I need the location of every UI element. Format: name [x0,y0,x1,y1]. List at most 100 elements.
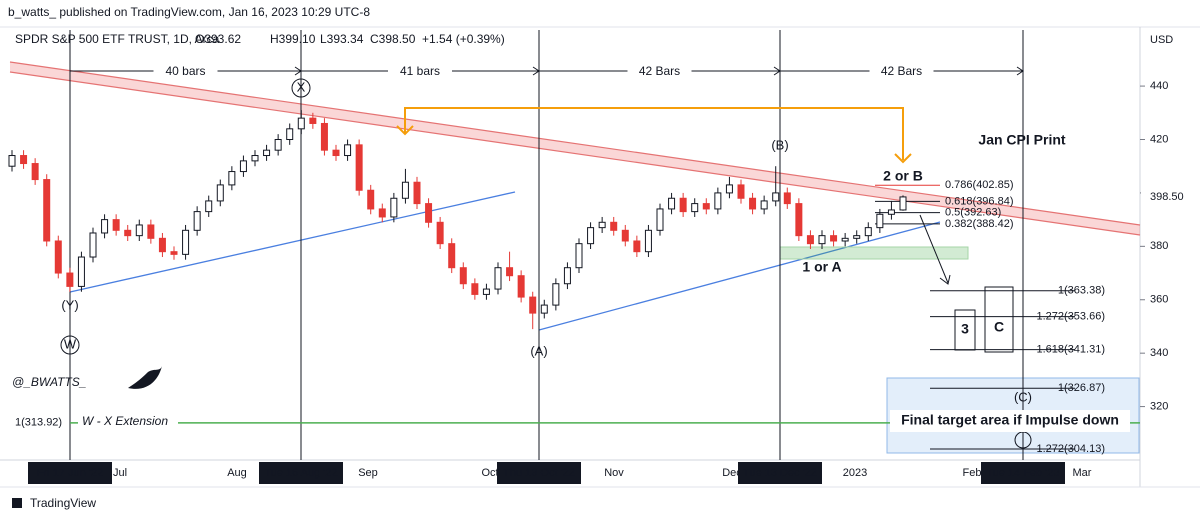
wave-label: 3 [961,321,969,337]
fib-label: 0.382(388.42) [945,218,1014,230]
note: Final target area if Impulse down [901,412,1119,428]
candle-body [841,237,849,242]
candle-body [77,256,85,287]
wave-label: X [297,79,306,94]
candle-body [806,235,814,245]
candle-body [656,208,664,231]
fib-label: 0.786(402.85) [945,179,1014,191]
candle-body [401,181,409,199]
wave-label: (Y) [61,297,78,312]
price-tag [1141,187,1193,206]
candle-body [436,221,444,245]
candle-body [853,235,861,239]
candle-body [772,192,780,202]
x-tick-label: Aug [227,467,247,479]
wave-box [984,286,1014,353]
y-tick-label: 380 [1150,240,1168,252]
candle-body [31,163,39,181]
candle-body [749,197,757,210]
fib-label: 1.272(353.66) [1037,311,1106,323]
y-tick-label: 320 [1150,400,1168,412]
candle-body [332,149,340,157]
candle-body [135,224,143,237]
candle-body [737,184,745,199]
candle-body [598,221,606,229]
y-tick-label: 340 [1150,347,1168,359]
date-marker: Tue 16 Aug '22 [264,467,337,479]
candle-body [20,155,28,165]
x-tick-label: Jul [113,467,127,479]
candle-body [610,221,618,231]
candle-body [66,272,74,287]
candle-body [286,128,294,141]
channel-top [9,61,1141,226]
candle-body [760,200,768,210]
ohlc: L393.34 [320,32,364,46]
date-marker-bg [259,462,343,484]
candle-body [367,189,375,210]
candle-body [679,197,687,213]
x-tick-label: 2023 [843,467,867,479]
wave-label: (B) [771,137,788,152]
candle-body [170,251,178,255]
channel-bottom [9,71,1141,236]
candle-body [425,203,433,223]
change: +1.54 (+0.39%) [422,32,505,46]
candle-body [43,179,51,242]
wave-label: (A) [530,343,547,358]
candle-body [887,209,895,215]
candle-body [459,267,467,285]
arrow-head [894,153,912,164]
wave-circle [60,335,80,355]
candle-body [390,197,398,218]
candle-body [517,275,525,298]
wave-label: 1 or A [802,259,841,275]
wave-label: W [64,336,77,351]
candle-body [297,117,305,130]
candle-body [320,122,328,151]
candle-body [193,211,201,231]
candle-body [529,296,537,314]
bar-count: 42 Bars [881,64,922,78]
candle-body [691,203,699,213]
candle-body [448,243,456,269]
wave-circle [291,78,311,98]
note-bg [890,410,1130,432]
note: Jan CPI Print [978,132,1065,148]
candle-body [621,229,629,242]
symbol: SPDR S&P 500 ETF TRUST, 1D, Arca [15,32,220,46]
candle-body [158,237,166,253]
candle-body [239,160,247,173]
wave-label: 2 or B [883,168,923,184]
ohlc: C398.50 [370,32,416,46]
fib-label: 0.618(396.84) [945,195,1014,207]
candle-body [702,203,710,210]
date-marker: Tue 13 Dec '22 [743,467,817,479]
candle-body [668,197,676,210]
candle-body [864,227,872,237]
bar-count: 40 bars [165,64,205,78]
note: W - X Extension [82,414,168,428]
x-tick-label: Oct [481,467,498,479]
date-marker-bg [981,462,1065,484]
candle-body [575,243,583,269]
fib-label: 0.5(392.63) [945,207,1001,219]
x-tick-label: Sep [358,467,378,479]
candle-body [482,288,490,295]
candle-body [54,240,62,274]
bar-count: 41 bars [400,64,440,78]
fib-label: 1.618(341.31) [1037,344,1106,356]
candle-body [899,196,907,211]
candle-body [563,267,571,285]
candle-body [228,171,236,186]
support-zone [779,246,969,260]
candle-body [309,117,317,124]
x-tick-label: Mar [1073,467,1092,479]
candle-body [182,229,190,255]
arrow-head [1016,66,1024,76]
channel-band [10,62,1140,235]
y-tick-label: 360 [1150,294,1168,306]
footer-logo [12,498,22,508]
